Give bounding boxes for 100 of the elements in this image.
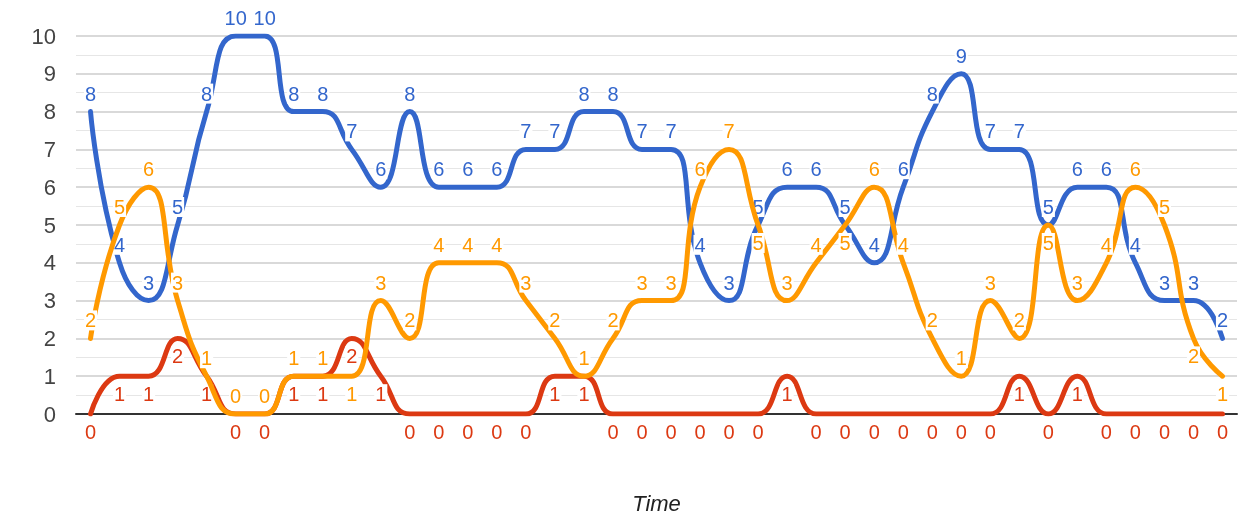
data-label: 6 xyxy=(1100,158,1112,181)
y-tick-label: 7 xyxy=(43,136,56,162)
data-label: 0 xyxy=(897,421,909,443)
data-label: 0 xyxy=(230,421,242,443)
data-label: 3 xyxy=(984,271,996,294)
data-label: 0 xyxy=(259,385,271,407)
data-label: 6 xyxy=(433,158,445,181)
data-label: 1 xyxy=(578,347,590,370)
data-label: 0 xyxy=(491,421,503,443)
data-label: 5 xyxy=(839,232,851,254)
data-label: 0 xyxy=(1042,421,1054,443)
data-label: 4 xyxy=(897,233,909,256)
data-label: 5 xyxy=(752,232,764,254)
data-label: 6 xyxy=(375,158,387,181)
data-label: 4 xyxy=(1129,233,1141,256)
data-label: 1 xyxy=(288,347,300,370)
data-label: 0 xyxy=(1100,421,1112,443)
data-label: 3 xyxy=(781,271,793,294)
data-label: 3 xyxy=(375,271,387,294)
data-label: 3 xyxy=(520,271,532,294)
data-label: 0 xyxy=(984,421,996,443)
data-label: 2 xyxy=(1187,345,1200,368)
data-label: 1 xyxy=(201,347,213,370)
data-label: 2 xyxy=(172,345,184,368)
data-label: 0 xyxy=(694,421,706,443)
data-label: 1 xyxy=(317,347,329,370)
data-label: 0 xyxy=(259,421,271,443)
data-label: 2 xyxy=(926,309,938,332)
data-label: 6 xyxy=(462,158,474,181)
data-label: 4 xyxy=(433,233,445,256)
data-label: 1 xyxy=(317,383,329,406)
data-label: 6 xyxy=(781,158,793,181)
data-label: 0 xyxy=(926,421,938,443)
data-label: 9 xyxy=(955,44,967,67)
data-label: 0 xyxy=(462,421,474,443)
data-label: 0 xyxy=(520,421,532,443)
data-label: 0 xyxy=(230,385,242,407)
y-tick-label: 3 xyxy=(43,288,56,314)
data-label: 6 xyxy=(897,158,909,181)
data-label: 1 xyxy=(781,383,793,406)
data-label: 6 xyxy=(491,158,503,181)
data-label: 7 xyxy=(520,120,532,143)
data-label: 1 xyxy=(375,383,387,406)
y-tick-label: 8 xyxy=(43,99,56,125)
data-label: 0 xyxy=(752,421,764,443)
data-label: 0 xyxy=(1216,421,1229,443)
data-label: 6 xyxy=(1129,158,1141,181)
data-label: 0 xyxy=(665,421,677,443)
data-label: 0 xyxy=(723,421,735,443)
data-label: 5 xyxy=(1042,196,1054,218)
y-tick-label: 2 xyxy=(43,325,56,351)
data-label: 1 xyxy=(288,383,300,406)
data-label: 8 xyxy=(84,82,97,105)
data-label: 6 xyxy=(868,158,880,181)
data-label: 7 xyxy=(984,120,996,143)
data-label: 1 xyxy=(143,383,155,406)
data-label: 1 xyxy=(1071,383,1083,406)
data-label: 8 xyxy=(317,82,329,105)
data-label: 8 xyxy=(288,82,300,105)
data-label: 3 xyxy=(172,271,184,294)
data-label: 1 xyxy=(1013,383,1025,406)
data-label: 1 xyxy=(1216,383,1229,406)
data-label: 2 xyxy=(404,309,416,332)
data-label: 4 xyxy=(491,233,503,256)
data-label: 2 xyxy=(549,309,561,332)
data-label: 3 xyxy=(665,271,677,294)
data-label: 8 xyxy=(404,82,416,105)
data-label: 1 xyxy=(549,383,561,406)
data-label: 0 xyxy=(404,421,416,443)
data-label: 5 xyxy=(1042,232,1054,254)
y-tick-label: 1 xyxy=(43,363,56,389)
data-label: 0 xyxy=(810,421,822,443)
y-tick-label: 0 xyxy=(43,401,56,427)
data-label: 3 xyxy=(636,271,648,294)
data-label: 7 xyxy=(665,120,677,143)
data-label: 10 xyxy=(253,7,276,29)
data-label: 5 xyxy=(172,196,184,218)
data-label: 4 xyxy=(462,233,474,256)
data-label: 8 xyxy=(926,82,938,105)
data-label: 1 xyxy=(955,347,967,370)
data-label: 6 xyxy=(143,158,155,181)
data-label: 0 xyxy=(433,421,445,443)
data-label: 7 xyxy=(1013,120,1025,143)
data-label: 6 xyxy=(810,158,822,181)
data-label: 3 xyxy=(1187,271,1200,294)
data-label: 6 xyxy=(1071,158,1083,181)
data-label: 5 xyxy=(113,196,126,218)
data-label: 0 xyxy=(1129,421,1141,443)
data-label: 7 xyxy=(636,120,648,143)
data-label: 0 xyxy=(868,421,880,443)
data-label: 4 xyxy=(694,233,706,256)
y-tick-label: 6 xyxy=(43,174,56,200)
data-label: 0 xyxy=(1158,421,1170,443)
x-axis-title: Time xyxy=(632,490,681,516)
data-label: 1 xyxy=(201,383,213,406)
data-label: 0 xyxy=(955,421,967,443)
data-label: 1 xyxy=(346,383,358,406)
data-label: 5 xyxy=(839,196,851,218)
data-label: 3 xyxy=(723,271,735,294)
data-label: 1 xyxy=(578,383,590,406)
